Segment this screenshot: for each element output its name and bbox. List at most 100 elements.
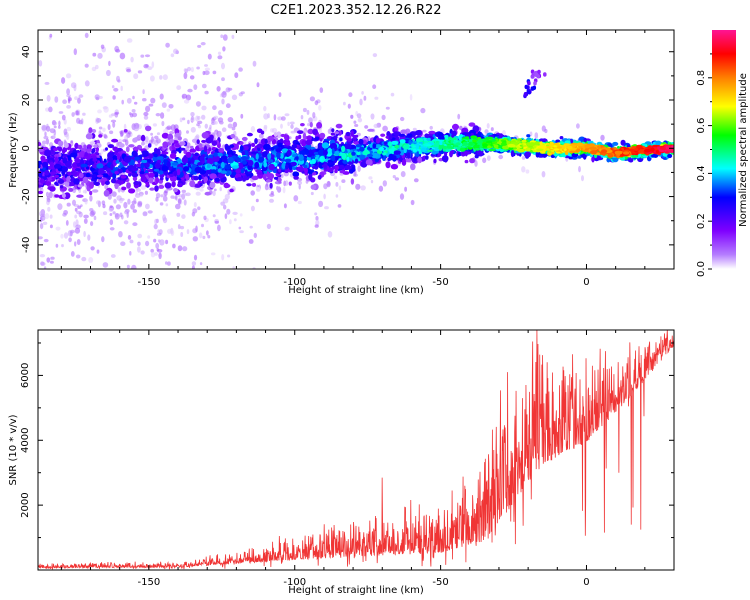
heatmap-cell xyxy=(129,251,132,256)
heatmap-cell xyxy=(581,175,584,182)
heatmap-cell xyxy=(390,92,395,97)
heatmap-cell xyxy=(53,163,62,169)
heatmap-cell xyxy=(165,42,170,48)
heatmap-cell xyxy=(667,153,672,158)
heatmap-cell xyxy=(139,193,143,198)
heatmap-cell xyxy=(177,224,181,230)
heatmap-cell xyxy=(343,101,346,106)
heatmap-cell xyxy=(120,241,126,246)
heatmap-cell xyxy=(139,171,145,175)
heatmap-cell xyxy=(183,68,187,72)
heatmap-cell xyxy=(108,114,113,118)
heatmap-cell xyxy=(217,55,223,60)
heatmap-cell xyxy=(140,250,145,255)
heatmap-cell xyxy=(109,205,113,209)
heatmap-cell xyxy=(521,166,526,173)
heatmap-cell xyxy=(181,117,186,121)
heatmap-cell xyxy=(78,94,84,98)
heatmap-cell xyxy=(185,145,190,152)
heatmap-cell xyxy=(338,164,345,170)
heatmap-cell xyxy=(155,192,161,199)
heatmap-cell xyxy=(212,155,220,162)
heatmap-cell xyxy=(449,150,453,158)
heatmap-cell xyxy=(61,193,66,199)
heatmap-cell xyxy=(213,121,218,125)
heatmap-cell xyxy=(83,144,87,149)
heatmap-cell xyxy=(298,154,304,162)
heatmap-cell xyxy=(323,149,328,156)
heatmap-cell xyxy=(148,172,155,178)
heatmap-cell xyxy=(182,246,188,252)
heatmap-cell xyxy=(429,125,433,130)
heatmap-cell xyxy=(380,133,386,137)
heatmap-cell xyxy=(217,51,222,55)
heatmap-cell xyxy=(161,151,169,155)
heatmap-cell xyxy=(311,158,316,164)
heatmap-cell xyxy=(117,187,121,193)
heatmap-cell xyxy=(359,98,363,106)
heatmap-cell xyxy=(331,148,335,155)
heatmap-cell xyxy=(58,146,63,152)
heatmap-cell xyxy=(119,131,124,137)
heatmap-cell xyxy=(133,126,140,132)
heatmap-cell xyxy=(92,52,97,57)
heatmap-cell xyxy=(222,34,228,41)
heatmap-cell xyxy=(179,117,183,123)
heatmap-cell xyxy=(39,223,44,230)
heatmap-cell xyxy=(164,182,172,189)
heatmap-cell xyxy=(399,193,405,200)
heatmap-cell xyxy=(61,166,68,172)
heatmap-cell xyxy=(459,147,466,152)
heatmap-cell xyxy=(524,151,531,158)
heatmap-cell xyxy=(246,183,252,187)
heatmap-cell xyxy=(645,153,650,156)
heatmap-cell xyxy=(70,82,77,89)
heatmap-cell xyxy=(201,132,209,139)
heatmap-cell xyxy=(315,216,319,221)
heatmap-cell xyxy=(341,145,346,152)
heatmap-cell xyxy=(271,127,278,134)
heatmap-cell xyxy=(132,222,138,227)
heatmap-cell xyxy=(335,194,339,198)
heatmap-cell xyxy=(84,198,88,205)
heatmap-cell xyxy=(372,84,377,89)
heatmap-cell xyxy=(305,139,313,146)
heatmap-cell xyxy=(463,150,471,155)
heatmap-cell xyxy=(655,149,659,154)
heatmap-cell xyxy=(356,113,362,119)
heatmap-cell xyxy=(121,99,124,105)
heatmap-cell xyxy=(67,99,71,104)
heatmap-cell xyxy=(168,104,174,109)
heatmap-cell xyxy=(277,176,282,184)
heatmap-cell xyxy=(162,74,168,81)
heatmap-cell xyxy=(239,141,244,145)
heatmap-cell xyxy=(318,200,324,208)
heatmap-cell xyxy=(165,239,169,245)
heatmap-cell xyxy=(252,60,257,67)
heatmap-cell xyxy=(459,125,463,131)
heatmap-cell xyxy=(91,129,97,133)
heatmap-cell xyxy=(192,236,198,242)
heatmap-cell xyxy=(211,140,218,147)
heatmap-cell xyxy=(131,112,138,118)
heatmap-cell xyxy=(214,148,220,154)
heatmap-cell xyxy=(74,207,78,212)
heatmap-cell xyxy=(40,261,46,266)
heatmap-cell xyxy=(400,129,408,134)
heatmap-cell xyxy=(131,109,136,113)
heatmap-cell xyxy=(53,147,59,152)
heatmap-cell xyxy=(114,183,119,190)
heatmap-cell xyxy=(209,134,214,142)
heatmap-cell xyxy=(147,66,153,70)
heatmap-cell xyxy=(102,204,106,209)
heatmap-cell xyxy=(82,176,89,184)
heatmap-cell xyxy=(44,169,50,176)
heatmap-cell xyxy=(144,54,151,58)
heatmap-area xyxy=(38,32,674,269)
heatmap-cell xyxy=(326,180,331,188)
heatmap-cell xyxy=(280,173,284,178)
heatmap-cell xyxy=(84,80,90,87)
heatmap-cell xyxy=(102,127,106,132)
heatmap-cell xyxy=(171,162,179,166)
